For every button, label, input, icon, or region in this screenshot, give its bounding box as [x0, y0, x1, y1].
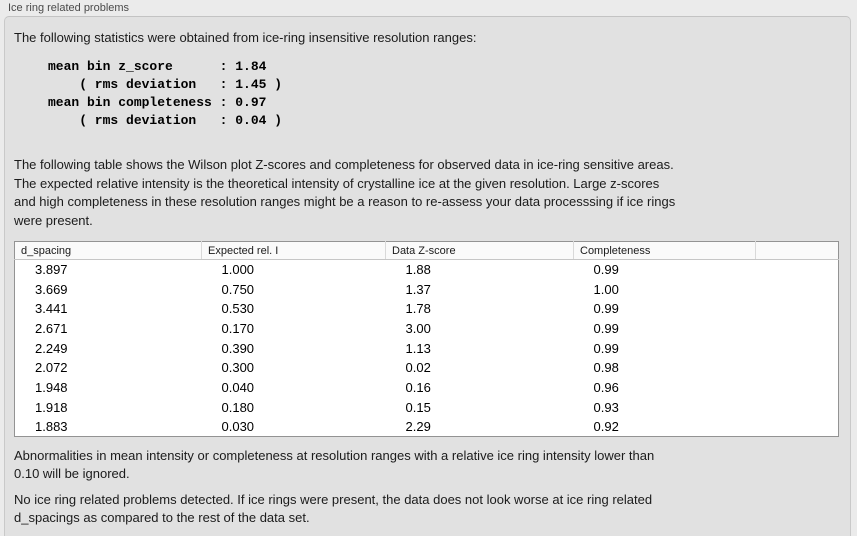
description-text: The following table shows the Wilson plo…	[14, 157, 676, 228]
table-cell: 0.99	[593, 340, 619, 356]
table-cell-filler	[756, 338, 839, 358]
table-cell: 3.669	[35, 281, 68, 297]
table-cell-filler	[756, 417, 839, 437]
table-row[interactable]: 1.948 0.040 0.16 0.96	[15, 378, 839, 398]
table-row[interactable]: 3.669 0.750 1.37 1.00	[15, 279, 839, 299]
table-cell: 0.030	[221, 419, 255, 435]
col-header-filler	[755, 241, 839, 260]
table-cell: 3.441	[35, 301, 68, 317]
table-cell-filler	[756, 397, 839, 417]
table-cell: 0.300	[221, 360, 255, 376]
stats-block: mean bin z_score : 1.84 ( rms deviation …	[48, 59, 283, 128]
table-cell-filler	[756, 378, 839, 398]
table-cell-filler	[756, 319, 839, 339]
table-cell: 1.948	[35, 379, 68, 395]
table-cell-filler	[756, 358, 839, 378]
table-row[interactable]: 2.671 0.170 3.00 0.99	[15, 319, 839, 339]
table-cell: 0.02	[405, 360, 431, 376]
table-cell: 3.00	[405, 320, 431, 336]
table-cell: 2.29	[405, 419, 431, 435]
table-row[interactable]: 1.883 0.030 2.29 0.92	[15, 417, 839, 437]
table-row[interactable]: 3.897 1.000 1.88 0.99	[15, 260, 839, 280]
table-cell: 0.99	[593, 262, 619, 278]
panel-title: Ice ring related problems	[8, 2, 130, 14]
table-cell-filler	[756, 279, 839, 299]
table-cell: 1.883	[35, 419, 68, 435]
table-cell: 2.671	[35, 320, 68, 336]
table-cell: 1.918	[35, 399, 68, 415]
table-row[interactable]: 3.441 0.530 1.78 0.99	[15, 299, 839, 319]
table-cell: 2.249	[35, 340, 68, 356]
table-cell: 1.00	[593, 281, 619, 297]
table-cell: 0.390	[221, 340, 255, 356]
table-cell: 1.37	[405, 281, 431, 297]
conclusion-text: No ice ring related problems detected. I…	[14, 492, 653, 525]
note-text: Abnormalities in mean intensity or compl…	[14, 448, 655, 481]
table-row[interactable]: 2.249 0.390 1.13 0.99	[15, 338, 839, 358]
table-row[interactable]: 1.918 0.180 0.15 0.93	[15, 397, 839, 417]
col-header-expected-rel-i[interactable]: Expected rel. I	[201, 241, 386, 260]
table-cell: 0.16	[405, 379, 431, 395]
col-header-d-spacing[interactable]: d_spacing	[14, 241, 202, 260]
table-cell: 0.530	[221, 301, 255, 317]
table-cell: 1.000	[221, 262, 255, 278]
table-header: d_spacing Expected rel. I Data Z-score C…	[14, 241, 839, 260]
table-cell: 0.15	[405, 399, 431, 415]
col-header-completeness[interactable]: Completeness	[573, 241, 756, 260]
table-cell: 1.78	[405, 301, 431, 317]
table-cell: 0.750	[221, 281, 255, 297]
table-cell: 0.180	[221, 399, 255, 415]
table-cell: 0.170	[221, 320, 255, 336]
intro-text: The following statistics were obtained f…	[14, 30, 477, 45]
table-cell: 0.99	[593, 301, 619, 317]
table-cell: 0.93	[593, 399, 619, 415]
table-cell: 1.88	[405, 262, 431, 278]
group-box: The following statistics were obtained f…	[4, 16, 851, 536]
table-cell: 3.897	[35, 262, 68, 278]
col-header-data-z-score[interactable]: Data Z-score	[385, 241, 574, 260]
table-cell: 0.92	[593, 419, 619, 435]
ice-ring-table[interactable]: d_spacing Expected rel. I Data Z-score C…	[14, 241, 839, 438]
table-cell: 1.13	[405, 340, 431, 356]
table-cell-filler	[756, 260, 839, 280]
table-cell-filler	[756, 299, 839, 319]
table-body: 3.897 1.000 1.88 0.99 3.669 0.750 1.37 1.00 3.44…	[15, 260, 839, 437]
table-row[interactable]: 2.072 0.300 0.02 0.98	[15, 358, 839, 378]
table-cell: 0.99	[593, 320, 619, 336]
table-header-row: d_spacing Expected rel. I Data Z-score C…	[14, 241, 839, 260]
table-cell: 0.98	[593, 360, 619, 376]
table-cell: 2.072	[35, 360, 68, 376]
table-cell: 0.040	[221, 379, 255, 395]
table-cell: 0.96	[593, 379, 619, 395]
